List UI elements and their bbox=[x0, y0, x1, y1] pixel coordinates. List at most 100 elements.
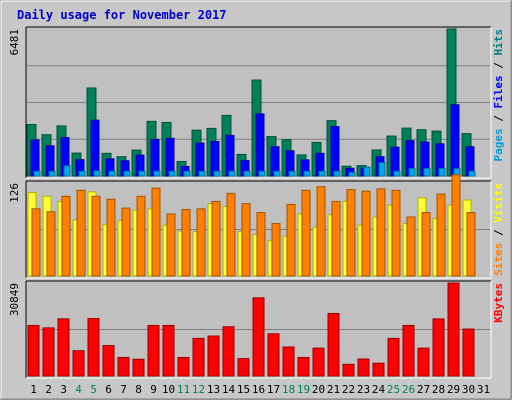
x-tick-label: 3 bbox=[60, 383, 67, 396]
bar-kbytes-day-16 bbox=[252, 297, 265, 377]
bar-sites-day-18 bbox=[286, 203, 296, 277]
x-tick-label: 5 bbox=[90, 383, 97, 396]
x-tick-label: 19 bbox=[297, 383, 310, 396]
bar-kbytes-day-22 bbox=[342, 363, 355, 377]
x-tick-label: 14 bbox=[222, 383, 236, 396]
y-max-label: 30849 bbox=[8, 283, 21, 316]
bar-sites-day-21 bbox=[331, 200, 341, 277]
bar-pages-day-7 bbox=[123, 170, 131, 177]
series-legend: KBytes bbox=[492, 283, 505, 323]
bar-sites-day-16 bbox=[256, 212, 266, 277]
bar-files-day-29 bbox=[450, 104, 460, 177]
y-max-label: 126 bbox=[8, 183, 21, 203]
series-kbytes bbox=[27, 282, 475, 377]
bar-kbytes-day-7 bbox=[117, 356, 130, 377]
bar-files-day-16 bbox=[255, 113, 265, 177]
bar-kbytes-day-9 bbox=[147, 324, 160, 377]
bar-sites-day-8 bbox=[136, 195, 146, 277]
bar-pages-day-24 bbox=[378, 162, 386, 177]
bar-pages-day-13 bbox=[213, 170, 221, 177]
bar-kbytes-day-8 bbox=[132, 358, 145, 377]
bar-pages-day-14 bbox=[228, 170, 236, 177]
bar-kbytes-day-20 bbox=[312, 347, 325, 377]
bar-pages-day-10 bbox=[168, 170, 176, 177]
bar-files-day-9 bbox=[150, 138, 160, 177]
bar-pages-day-9 bbox=[153, 170, 161, 177]
x-tick-label: 24 bbox=[372, 383, 386, 396]
legend-entry: / bbox=[492, 109, 505, 129]
bar-sites-day-12 bbox=[196, 208, 206, 277]
bar-pages-day-27 bbox=[423, 168, 431, 177]
bar-sites-day-19 bbox=[301, 189, 311, 277]
bar-sites-day-1 bbox=[31, 208, 41, 277]
bar-kbytes-day-13 bbox=[207, 335, 220, 377]
bar-sites-day-23 bbox=[361, 190, 371, 277]
legend-entry: Pages bbox=[492, 128, 505, 161]
x-tick-label: 27 bbox=[417, 383, 430, 396]
bar-pages-day-21 bbox=[333, 170, 341, 177]
panel-hits-files-pages: 6481 Pages / Files / Hits bbox=[8, 26, 505, 179]
legend-entry: Visits bbox=[492, 183, 505, 223]
x-tick-label: 22 bbox=[342, 383, 355, 396]
bar-pages-day-23 bbox=[363, 166, 371, 177]
bar-sites-day-30 bbox=[466, 212, 476, 277]
x-axis-day-labels: 1 2 3 4 5 6 7 8 9 10 11 12 13 14 15 16 17 18 19 20 21 22 23 24 2… bbox=[30, 383, 490, 396]
x-tick-label: 8 bbox=[135, 383, 142, 396]
bar-sites-day-9 bbox=[151, 187, 161, 277]
bar-kbytes-day-1 bbox=[27, 324, 40, 377]
bar-pages-day-1 bbox=[33, 170, 41, 177]
x-tick-label: 6 bbox=[105, 383, 112, 396]
x-tick-label: 12 bbox=[192, 383, 205, 396]
bar-pages-day-5 bbox=[93, 170, 101, 177]
bar-sites-day-29 bbox=[451, 174, 461, 277]
bar-kbytes-day-14 bbox=[222, 326, 235, 377]
bar-pages-day-11 bbox=[183, 170, 191, 177]
bar-sites-day-22 bbox=[346, 189, 356, 277]
x-tick-label: 15 bbox=[237, 383, 250, 396]
bar-kbytes-day-19 bbox=[297, 356, 310, 377]
x-tick-label: 10 bbox=[162, 383, 175, 396]
bar-sites-day-26 bbox=[406, 216, 416, 277]
panel-sites-visits: 126 Sites / Visits bbox=[8, 174, 505, 279]
x-tick-label: 23 bbox=[357, 383, 370, 396]
bar-sites-day-11 bbox=[181, 209, 191, 277]
bar-sites-day-20 bbox=[316, 186, 326, 277]
x-tick-label: 1 bbox=[30, 383, 37, 396]
bar-kbytes-day-3 bbox=[57, 318, 70, 377]
bar-sites-day-10 bbox=[166, 213, 176, 277]
bar-files-day-1 bbox=[30, 139, 40, 177]
bar-sites-day-28 bbox=[436, 193, 446, 277]
bar-sites-day-24 bbox=[376, 188, 386, 277]
bar-kbytes-day-26 bbox=[402, 324, 415, 377]
x-tick-label: 7 bbox=[120, 383, 127, 396]
legend-entry: Sites bbox=[492, 243, 505, 276]
series-pages bbox=[33, 162, 476, 177]
legend-entry: / bbox=[492, 56, 505, 76]
x-tick-label: 25 bbox=[387, 383, 400, 396]
bar-sites-day-14 bbox=[226, 192, 236, 277]
bar-pages-day-26 bbox=[408, 168, 416, 177]
x-tick-label: 17 bbox=[267, 383, 280, 396]
bar-kbytes-day-24 bbox=[372, 362, 385, 377]
bar-sites-day-6 bbox=[106, 198, 116, 277]
bar-files-day-14 bbox=[225, 134, 235, 177]
bar-kbytes-day-18 bbox=[282, 346, 295, 377]
bar-pages-day-19 bbox=[303, 170, 311, 177]
bar-pages-day-4 bbox=[78, 170, 86, 177]
x-tick-label: 31 bbox=[477, 383, 490, 396]
x-tick-label: 21 bbox=[327, 383, 340, 396]
x-tick-label: 2 bbox=[45, 383, 52, 396]
bar-kbytes-day-27 bbox=[417, 347, 430, 377]
bar-kbytes-day-23 bbox=[357, 358, 370, 377]
bar-pages-day-16 bbox=[258, 170, 266, 177]
bar-kbytes-day-4 bbox=[72, 350, 85, 377]
x-tick-label: 26 bbox=[402, 383, 415, 396]
bar-pages-day-20 bbox=[318, 170, 326, 177]
x-tick-label: 4 bbox=[75, 383, 82, 396]
bar-sites-day-5 bbox=[91, 195, 101, 277]
bar-kbytes-day-17 bbox=[267, 333, 280, 377]
bar-kbytes-day-2 bbox=[42, 327, 55, 377]
x-tick-label: 30 bbox=[462, 383, 475, 396]
bar-sites-day-15 bbox=[241, 203, 251, 277]
